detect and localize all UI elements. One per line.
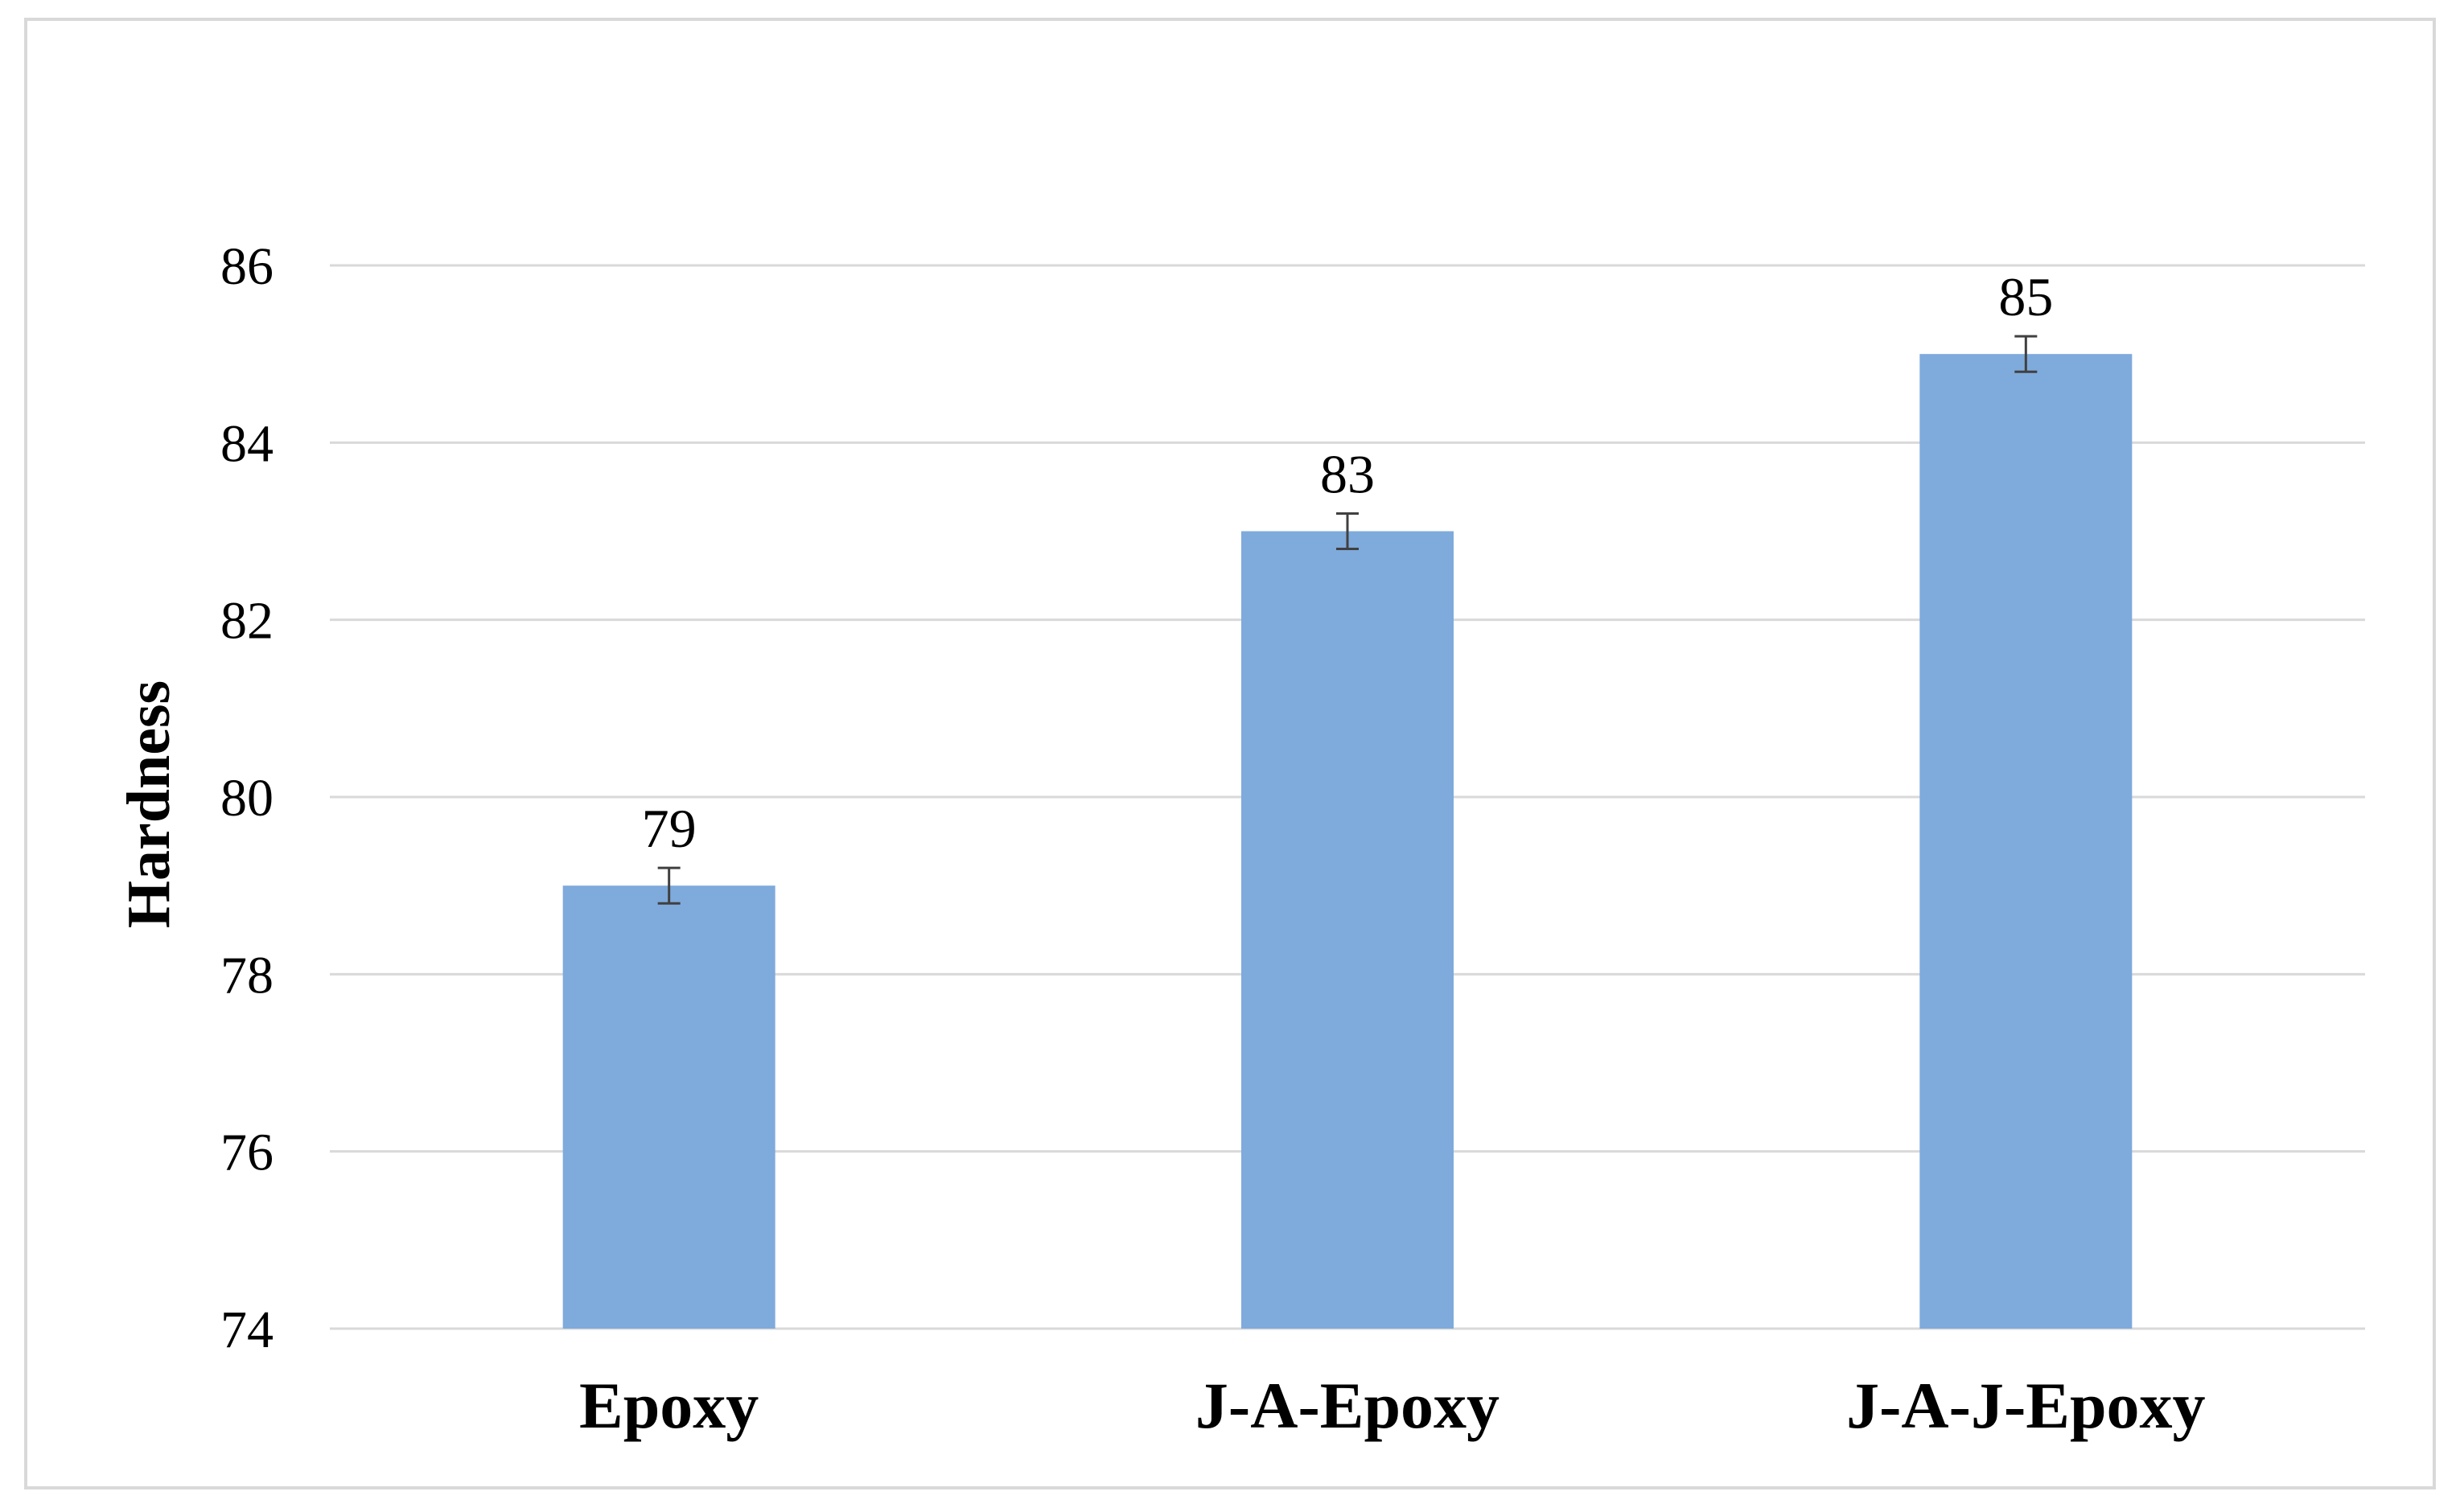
data-labels: 79 83 85 [642, 266, 2054, 859]
data-label: 83 [1320, 443, 1375, 504]
y-tick-label: 80 [220, 769, 274, 828]
x-category-label: J-A-Epoxy [1195, 1369, 1499, 1442]
y-tick-label: 86 [220, 237, 274, 296]
error-bar [1336, 512, 1359, 551]
y-tick-label: 76 [220, 1124, 274, 1182]
data-label: 79 [642, 798, 697, 859]
y-axis-title: Hardness [115, 680, 183, 928]
bar [562, 885, 775, 1329]
x-category-label: Epoxy [579, 1369, 759, 1442]
error-bar [2014, 335, 2038, 373]
y-tick-label: 82 [220, 592, 274, 651]
error-bar [657, 866, 681, 905]
bar [1241, 531, 1454, 1329]
bar [1919, 354, 2133, 1329]
y-axis-ticks: 74 76 78 80 82 84 86 [220, 237, 274, 1359]
bars [562, 354, 2133, 1329]
y-tick-label: 74 [220, 1300, 274, 1359]
y-tick-label: 78 [220, 946, 274, 1005]
error-bars [657, 335, 2038, 905]
x-category-label: J-A-J-Epoxy [1846, 1369, 2205, 1442]
data-label: 85 [1998, 266, 2053, 327]
y-tick-label: 84 [220, 414, 274, 473]
x-axis-categories: Epoxy J-A-Epoxy J-A-J-Epoxy [579, 1369, 2206, 1442]
